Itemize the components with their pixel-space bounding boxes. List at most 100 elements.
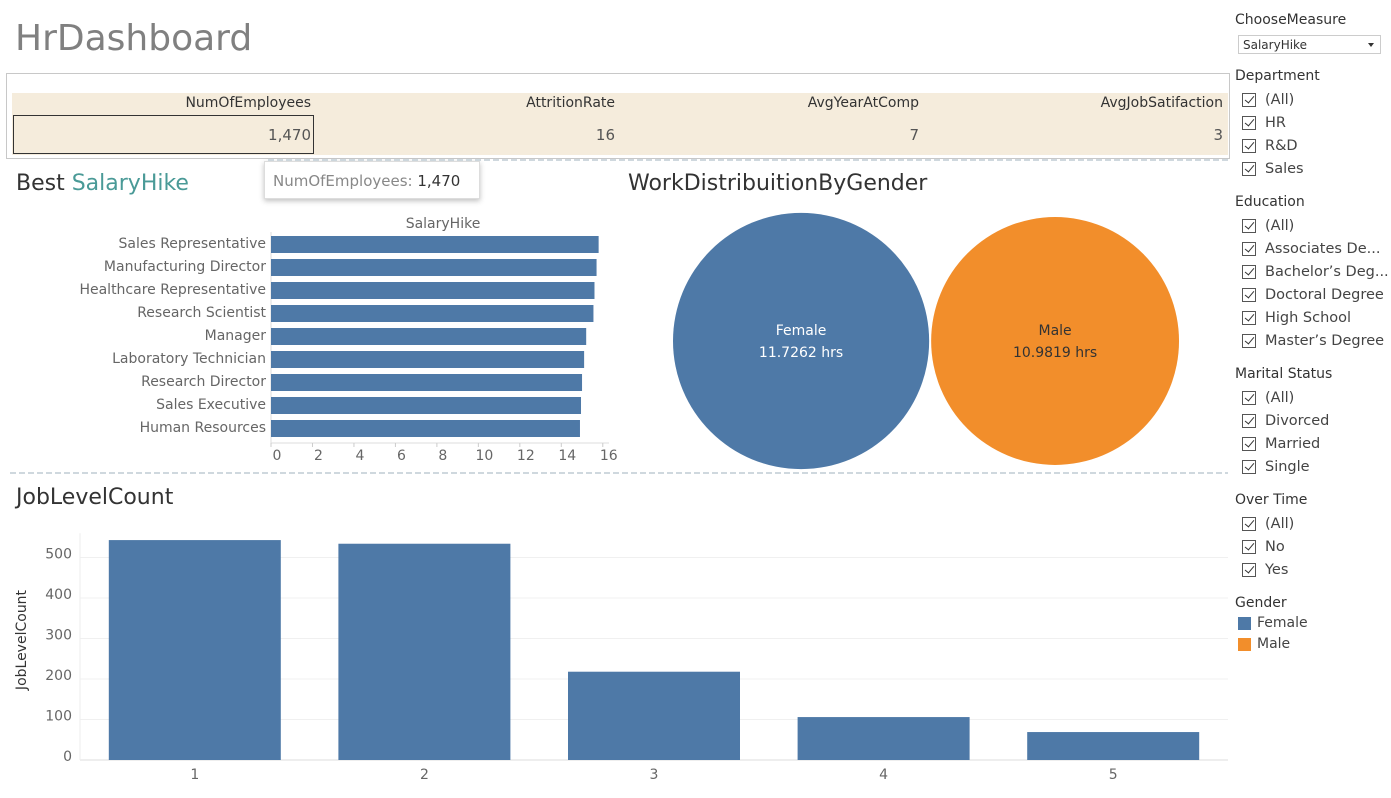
bubble-label: Female — [776, 323, 827, 339]
title-measure: SalaryHike — [71, 171, 189, 196]
bar — [797, 717, 970, 760]
filter-option[interactable]: (All) — [1235, 513, 1385, 536]
checkbox[interactable] — [1242, 563, 1256, 577]
filter-option[interactable]: R&D — [1235, 135, 1385, 158]
kpi-selection — [13, 115, 314, 154]
y-tick-label: Manufacturing Director — [104, 259, 266, 275]
legend-label: Female — [1257, 615, 1308, 631]
filter-option[interactable]: Master’s Degree — [1235, 330, 1385, 353]
checkbox[interactable] — [1242, 288, 1256, 302]
bar — [108, 540, 281, 760]
bar — [271, 328, 587, 345]
filter-option[interactable]: Associates De... — [1235, 238, 1385, 261]
bar — [1027, 732, 1200, 760]
bar — [271, 282, 595, 299]
filter-title: Marital Status — [1235, 366, 1333, 382]
option-label: Yes — [1265, 562, 1289, 578]
checkbox[interactable] — [1242, 162, 1256, 176]
bar — [271, 374, 583, 391]
filter-option[interactable]: HR — [1235, 112, 1385, 135]
filter-option[interactable]: Yes — [1235, 559, 1385, 582]
filter-option[interactable]: High School — [1235, 307, 1385, 330]
axis-title: SalaryHike — [406, 216, 481, 232]
dashboard-title: HrDashboard — [15, 18, 253, 59]
option-label: (All) — [1265, 516, 1295, 532]
x-tick-label: 6 — [397, 448, 406, 464]
kpi-value: 7 — [909, 126, 919, 144]
filter-option[interactable]: (All) — [1235, 89, 1385, 112]
y-tick-label: 100 — [45, 709, 72, 725]
checkbox[interactable] — [1242, 414, 1256, 428]
y-tick-label: Healthcare Representative — [79, 282, 266, 298]
legend-entry[interactable]: Male — [1235, 634, 1385, 655]
filter-option[interactable]: No — [1235, 536, 1385, 559]
filter-group: Department (All) HR R&D Sales — [1235, 66, 1385, 181]
filter-group: Over Time (All) No Yes — [1235, 490, 1385, 582]
x-tick-label: 4 — [355, 448, 364, 464]
bar — [568, 671, 740, 760]
legend-entry[interactable]: Female — [1235, 613, 1385, 634]
chart-title: JobLevelCount — [16, 485, 174, 510]
legend-title: Gender — [1235, 595, 1287, 611]
bubble-value: 10.9819 hrs — [1013, 345, 1097, 361]
checkbox[interactable] — [1242, 460, 1256, 474]
option-label: (All) — [1265, 218, 1295, 234]
x-tick-label: 3 — [650, 767, 659, 783]
option-label: (All) — [1265, 92, 1295, 108]
tooltip: NumOfEmployees: 1,470 — [264, 161, 480, 199]
filter-option[interactable]: Divorced — [1235, 410, 1385, 433]
filter-option[interactable]: Married — [1235, 433, 1385, 456]
checkbox[interactable] — [1242, 242, 1256, 256]
kpi-frame — [6, 73, 1230, 159]
y-axis-title: JobLevelCount — [14, 589, 30, 691]
kpi-band — [12, 93, 1228, 155]
legend-swatch — [1238, 638, 1251, 651]
checkbox[interactable] — [1242, 93, 1256, 107]
checkbox[interactable] — [1242, 219, 1256, 233]
y-tick-label: Manager — [205, 328, 267, 344]
option-label: High School — [1265, 310, 1352, 326]
checkbox[interactable] — [1242, 265, 1256, 279]
bar — [271, 351, 585, 368]
checkbox[interactable] — [1242, 391, 1256, 405]
filter-option[interactable]: (All) — [1235, 387, 1385, 410]
checkbox[interactable] — [1242, 139, 1256, 153]
filter-option[interactable]: Sales — [1235, 158, 1385, 181]
x-tick-label: 8 — [438, 448, 447, 464]
x-tick-label: 2 — [420, 767, 429, 783]
title-text: Best — [16, 171, 65, 196]
filter-title: Education — [1235, 194, 1305, 210]
bar — [271, 397, 582, 414]
checkbox[interactable] — [1242, 437, 1256, 451]
filter-group: Education (All) Associates De... Bachelor’s… — [1235, 192, 1389, 353]
filter-option[interactable]: Bachelor’s Deg... — [1235, 261, 1389, 284]
checkbox[interactable] — [1242, 311, 1256, 325]
parameter-dropdown[interactable]: SalaryHike — [1238, 35, 1381, 54]
x-tick-label: 16 — [600, 448, 618, 464]
x-tick-label: 2 — [314, 448, 323, 464]
checkbox[interactable] — [1242, 540, 1256, 554]
legend-swatch — [1238, 617, 1251, 630]
filter-option[interactable]: Single — [1235, 456, 1385, 479]
filter-title: Department — [1235, 68, 1320, 84]
filter-title: Over Time — [1235, 492, 1308, 508]
filter-option[interactable]: Doctoral Degree — [1235, 284, 1385, 307]
option-label: Divorced — [1265, 413, 1330, 429]
checkbox[interactable] — [1242, 334, 1256, 348]
y-tick-label: Sales Representative — [119, 236, 267, 252]
tooltip-label: NumOfEmployees: — [273, 172, 413, 190]
parameter-title: ChooseMeasure — [1235, 12, 1347, 28]
bar — [271, 236, 599, 253]
option-label: Associates De... — [1265, 241, 1381, 257]
option-label: No — [1265, 539, 1285, 555]
bubble-label: Male — [1038, 323, 1071, 339]
y-tick-label: Human Resources — [140, 420, 266, 436]
filter-option[interactable]: (All) — [1235, 215, 1385, 238]
checkbox[interactable] — [1242, 116, 1256, 130]
bar — [338, 543, 511, 760]
checkbox[interactable] — [1242, 517, 1256, 531]
kpi-value: 1,470 — [268, 126, 311, 144]
x-tick-label: 14 — [558, 448, 576, 464]
